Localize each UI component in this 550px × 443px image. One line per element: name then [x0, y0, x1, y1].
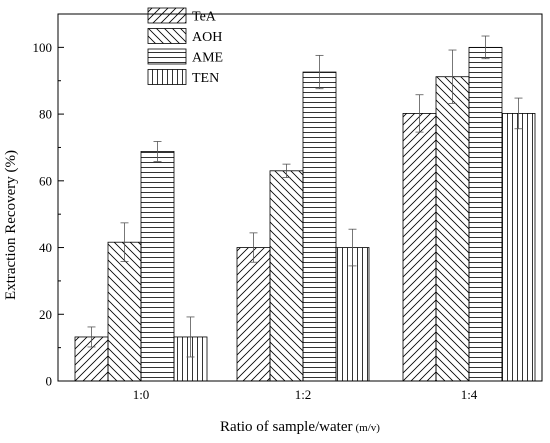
bar-ten-1-4: [501, 113, 536, 382]
error-bar-ame-1-4: [481, 35, 490, 60]
legend-label: TEN: [192, 71, 219, 86]
y-tick-label: 60: [39, 173, 52, 188]
legend-label: AOH: [192, 30, 222, 45]
legend-swatch: [147, 7, 187, 24]
legend-item-aoh: AOH: [147, 28, 222, 45]
bar-ame-1-0: [140, 151, 175, 382]
legend-label: TeA: [192, 10, 217, 25]
x-axis-title-text: Ratio of sample/water: [220, 419, 352, 435]
x-tick-label: 1:4: [461, 387, 478, 402]
y-tick-label: 80: [39, 107, 52, 122]
y-tick-label: 0: [46, 374, 53, 389]
y-axis: 0 20 40 60 80 100: [33, 13, 64, 389]
error-bar-aoh-1-2: [282, 163, 291, 178]
legend-swatch: [147, 69, 187, 85]
bar-ame-1-2: [302, 71, 337, 382]
legend-label: AME: [192, 51, 223, 66]
x-axis-title: Ratio of sample/water (m/v): [220, 419, 380, 435]
bar-aoh-1-0: [107, 241, 142, 382]
error-bar-ten-1-4: [514, 97, 523, 130]
error-bar-tea-1-4: [415, 94, 424, 133]
bar-tea-1-4: [402, 113, 437, 382]
error-bar-aoh-1-0: [120, 222, 129, 262]
bars-layer: [74, 46, 536, 382]
bar-ame-1-4: [468, 46, 503, 382]
error-bars-layer: [87, 35, 523, 358]
error-bar-ten-1-0: [186, 316, 195, 358]
y-tick-label: 40: [39, 240, 52, 255]
error-bar-tea-1-0: [87, 326, 96, 348]
legend-swatch: [147, 48, 187, 65]
error-bar-aoh-1-4: [448, 49, 457, 104]
bar-ten-1-2: [335, 247, 370, 382]
x-tick-label: 1:0: [133, 387, 150, 402]
legend-swatch: [147, 28, 187, 44]
x-tick-label: 1:2: [295, 387, 312, 402]
y-axis-title: Extraction Recovery (%): [3, 150, 19, 300]
x-axis-unit: (m/v): [356, 422, 381, 434]
legend-item-ame: AME: [147, 48, 223, 66]
bar-aoh-1-2: [269, 170, 304, 382]
error-bar-ame-1-2: [315, 54, 324, 90]
x-axis: 1:0 1:2 1:4: [133, 376, 478, 402]
bar-aoh-1-4: [435, 76, 470, 382]
y-tick-label: 20: [39, 307, 52, 322]
error-bar-ten-1-2: [348, 228, 357, 267]
error-bar-ame-1-0: [153, 141, 162, 162]
legend-item-ten: TEN: [147, 69, 219, 86]
legend-item-tea: TeA: [147, 7, 217, 25]
error-bar-tea-1-2: [249, 232, 258, 263]
y-tick-label: 100: [33, 40, 53, 55]
legend: TeA AOH AME TEN: [147, 7, 223, 86]
plot-area-frame: [57, 13, 543, 382]
bar-tea-1-2: [236, 247, 271, 382]
